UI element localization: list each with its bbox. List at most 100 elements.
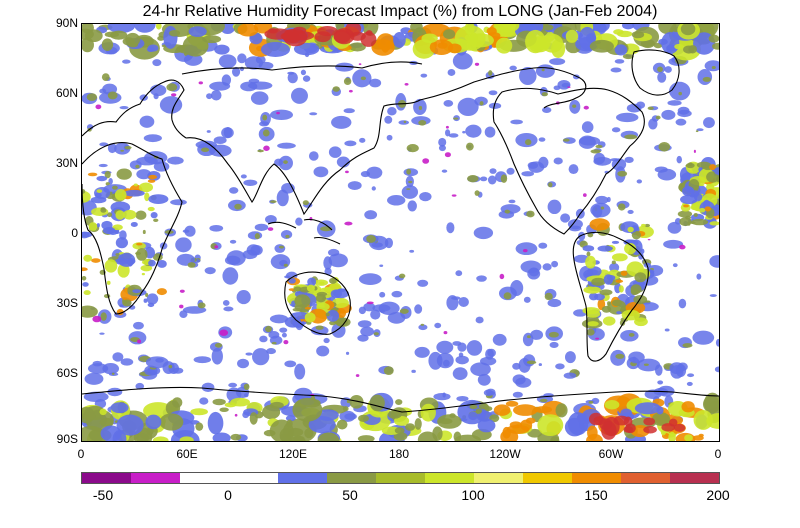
impact-patch <box>287 72 298 84</box>
impact-patch <box>407 200 417 212</box>
impact-patch <box>144 192 150 202</box>
impact-patch <box>583 286 601 294</box>
impact-patch <box>622 24 635 30</box>
impact-patch <box>155 24 162 30</box>
impact-patch <box>589 218 610 231</box>
impact-patch <box>132 289 141 294</box>
impact-patch <box>503 292 512 300</box>
impact-patch <box>371 186 376 191</box>
impact-patch <box>488 102 502 109</box>
impact-patch <box>445 129 451 137</box>
impact-patch <box>617 170 628 177</box>
impact-patch <box>315 293 327 303</box>
impact-patch <box>513 404 538 416</box>
impact-patch <box>316 345 330 357</box>
impact-patch <box>703 117 715 129</box>
impact-patch <box>585 33 597 43</box>
impact-patch <box>115 237 129 249</box>
impact-patch <box>159 413 184 431</box>
impact-patch <box>582 193 587 197</box>
impact-patch <box>82 275 87 281</box>
impact-patch <box>222 267 239 285</box>
impact-patch <box>262 114 268 121</box>
impact-patch <box>708 34 719 43</box>
impact-patch <box>443 330 448 335</box>
impact-patch <box>179 289 185 293</box>
impact-patch <box>488 70 493 76</box>
impact-patch <box>479 176 488 182</box>
impact-patch <box>102 363 120 375</box>
impact-patch <box>152 59 162 67</box>
impact-patch <box>494 24 520 33</box>
impact-patch <box>681 401 695 413</box>
impact-patch <box>613 29 624 35</box>
impact-patch <box>418 105 423 111</box>
impact-patch <box>357 435 375 441</box>
impact-patch <box>332 86 340 92</box>
impact-patch <box>417 279 429 287</box>
impact-patch <box>277 142 296 149</box>
impact-patch <box>234 413 238 417</box>
impact-patch <box>549 341 559 349</box>
impact-patch <box>134 24 156 33</box>
impact-patch <box>444 152 451 158</box>
impact-patch <box>240 81 258 92</box>
impact-patch <box>600 206 605 210</box>
impact-patch <box>624 242 637 255</box>
impact-patch <box>279 327 288 333</box>
impact-patch <box>625 423 636 434</box>
impact-patch <box>593 293 606 301</box>
impact-patch <box>135 210 147 220</box>
impact-patch <box>240 174 247 179</box>
impact-patch <box>526 335 531 339</box>
impact-patch <box>587 266 602 277</box>
impact-patch <box>506 167 515 175</box>
impact-patch <box>292 307 303 312</box>
impact-patch <box>434 322 442 329</box>
impact-patch <box>132 242 146 250</box>
impact-patch <box>553 157 563 165</box>
impact-patch <box>643 425 657 434</box>
impact-patch <box>245 352 253 356</box>
impact-patch <box>495 37 513 54</box>
impact-patch <box>512 374 526 385</box>
impact-patch <box>519 66 537 86</box>
impact-patch <box>408 180 413 184</box>
impact-patch <box>219 329 229 336</box>
impact-patch <box>336 317 351 327</box>
impact-patch <box>609 262 620 273</box>
impact-patch <box>150 212 158 219</box>
lat-label-30n: 30N <box>55 156 78 170</box>
impact-patch <box>618 285 624 293</box>
impact-patch <box>234 203 242 210</box>
impact-patch <box>692 435 704 441</box>
impact-patch <box>147 179 156 183</box>
impact-patch <box>589 39 614 53</box>
impact-patch <box>305 293 311 296</box>
impact-patch <box>643 363 649 366</box>
impact-patch <box>697 69 713 86</box>
impact-patch <box>206 130 211 133</box>
impact-patch <box>319 281 325 285</box>
impact-patch <box>157 260 167 268</box>
coastline-asia <box>185 67 587 216</box>
impact-patch <box>348 89 353 93</box>
impact-patch <box>187 262 196 268</box>
impact-patch <box>119 105 129 110</box>
impact-patch <box>421 33 438 44</box>
impact-patch <box>404 82 409 86</box>
impact-patch <box>693 149 696 153</box>
impact-patch <box>591 277 606 287</box>
impact-patch <box>654 166 668 173</box>
impact-patch <box>87 363 109 374</box>
impact-patch <box>543 24 554 31</box>
impact-patch <box>699 207 706 213</box>
impact-patch <box>258 61 274 70</box>
impact-patch <box>581 121 594 133</box>
impact-patch <box>119 304 124 308</box>
impact-patch <box>132 321 144 330</box>
impact-patch <box>551 260 559 268</box>
impact-patch <box>601 305 612 313</box>
impact-patch <box>259 121 270 127</box>
impact-patch <box>136 242 143 246</box>
